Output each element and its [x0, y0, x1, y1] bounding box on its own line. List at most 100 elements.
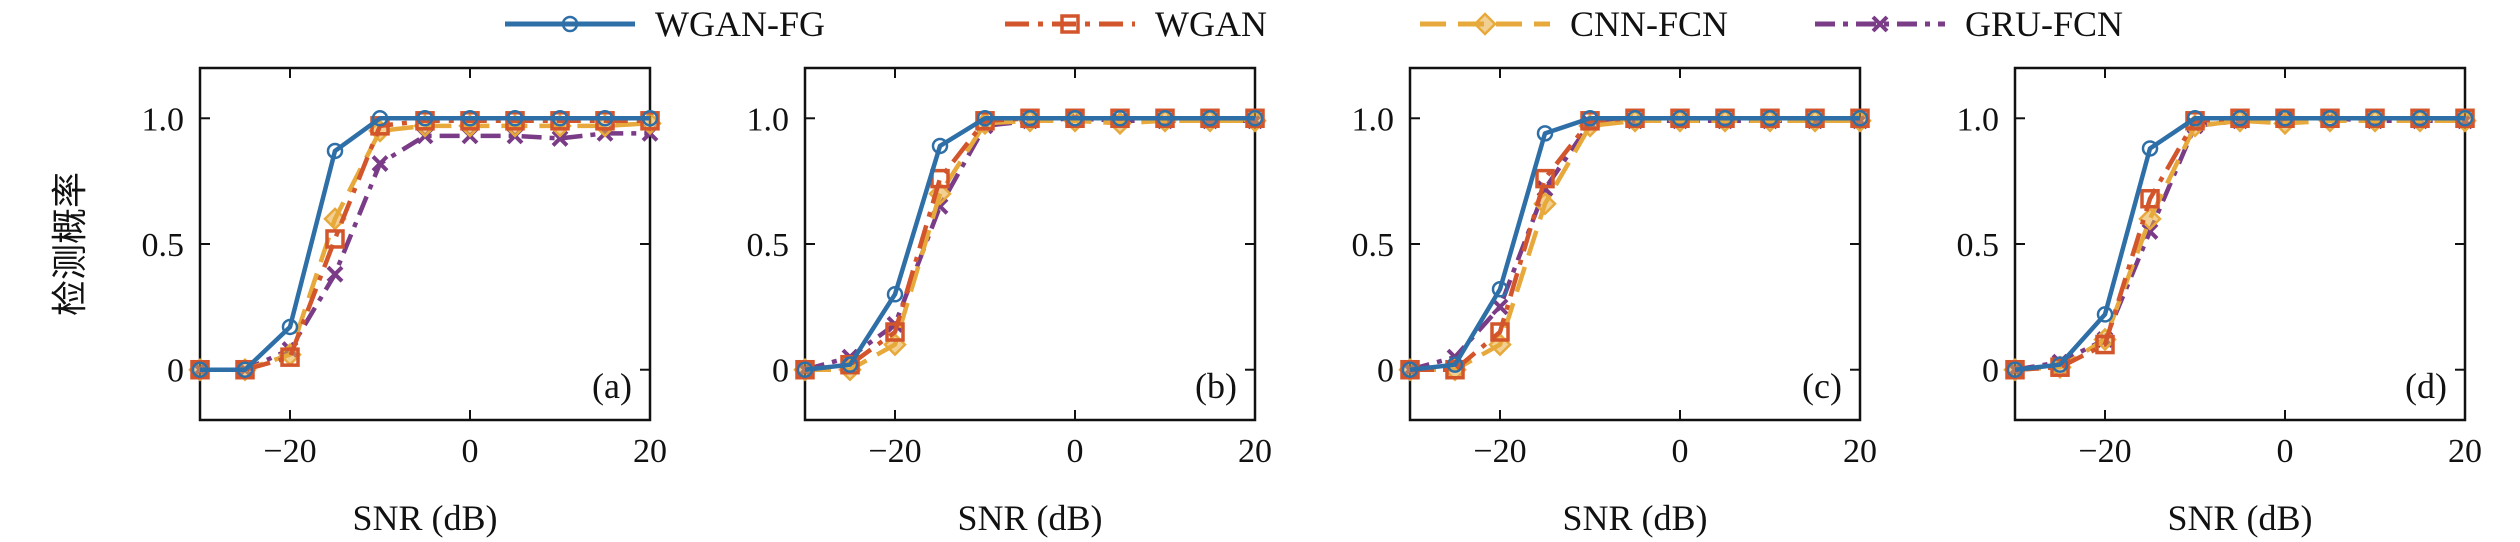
data-point — [505, 111, 525, 131]
data-point — [1066, 110, 1084, 127]
data-point — [1581, 110, 1599, 127]
data-point — [2138, 207, 2162, 231]
data-point — [2140, 188, 2160, 209]
series-line-gru-fcn — [1409, 118, 1860, 372]
y-tick-label: 0 — [167, 353, 184, 390]
panels: −20 0 20 0 0.5 1.0 (a) SNR (dB) 检测概率 −20 0 20 0 0.5 1.… — [50, 66, 2482, 538]
legend-label-wgan-fg: WGAN-FG — [655, 4, 825, 44]
series-line-cnn-fcn — [200, 121, 651, 372]
data-point — [1536, 125, 1554, 142]
data-point — [1491, 298, 1509, 316]
data-point — [325, 229, 345, 249]
chart-panel-a: −20 0 20 0 0.5 1.0 (a) SNR (dB) 检测概率 — [50, 66, 667, 538]
data-point — [371, 110, 389, 127]
series-line-gru-fcn — [804, 116, 1255, 372]
data-point — [1626, 110, 1644, 127]
x-tick-label: −20 — [2078, 433, 2131, 470]
x-tick-label: 20 — [633, 433, 667, 470]
legend-marker-wgan — [1060, 14, 1080, 34]
data-point — [280, 347, 300, 367]
series-cnn-fcn — [188, 111, 662, 382]
series-line-wgan-fg — [804, 116, 1255, 372]
data-point — [1246, 110, 1264, 127]
data-point — [841, 356, 859, 373]
legend-label-cnn-fcn: CNN-FCN — [1570, 4, 1728, 44]
legend-item-gru-fcn: GRU-FCN — [1815, 4, 2123, 44]
data-point — [506, 110, 524, 127]
series-gru-fcn — [191, 124, 659, 379]
panel-label: (d) — [2405, 366, 2447, 406]
data-point — [2276, 110, 2294, 127]
y-tick-label: 0.5 — [1957, 227, 2000, 264]
legend-item-wgan: WGAN — [1005, 4, 1267, 44]
x-tick-label: 0 — [2277, 433, 2294, 470]
series-line-gru-fcn — [2014, 116, 2465, 372]
series-gru-fcn — [2006, 109, 2474, 379]
data-point — [326, 142, 344, 160]
data-point — [640, 111, 660, 131]
series-wgan — [190, 111, 660, 380]
x-axis-label: SNR (dB) — [1562, 498, 1707, 538]
data-point — [281, 318, 299, 336]
panel-label: (c) — [1802, 366, 1842, 406]
y-tick-label: 1.0 — [747, 101, 790, 138]
data-point — [976, 110, 994, 127]
data-point — [2186, 110, 2204, 127]
data-point — [236, 361, 254, 378]
data-point — [461, 110, 479, 127]
data-point — [551, 110, 569, 127]
x-tick-label: 0 — [1672, 433, 1689, 470]
data-point — [416, 110, 434, 127]
y-tick-label: 0 — [1377, 353, 1394, 390]
data-point — [1806, 110, 1824, 127]
data-point — [596, 110, 614, 127]
data-point — [1491, 281, 1509, 298]
data-point — [2096, 306, 2114, 323]
series-wgan-fg — [191, 110, 659, 378]
series-line-cnn-fcn — [2014, 118, 2465, 372]
data-point — [551, 129, 569, 147]
data-point — [2231, 110, 2249, 127]
y-tick-label: 1.0 — [1957, 101, 2000, 138]
series-line-wgan — [200, 118, 650, 372]
y-tick-label: 0 — [772, 353, 789, 390]
data-point — [1716, 110, 1734, 127]
series-wgan-fg — [796, 110, 1264, 378]
x-axis-label: SNR (dB) — [2167, 498, 2312, 538]
data-point — [2321, 110, 2339, 127]
data-point — [886, 286, 904, 303]
series-wgan — [2005, 108, 2475, 380]
legend-item-cnn-fcn: CNN-FCN — [1420, 4, 1728, 44]
x-tick-label: −20 — [1473, 433, 1526, 470]
data-point — [1446, 356, 1464, 373]
data-point — [2456, 110, 2474, 127]
data-point — [415, 111, 435, 131]
series-wgan-fg — [2006, 110, 2474, 378]
data-point — [550, 111, 570, 131]
data-point — [1851, 110, 1869, 127]
data-point — [191, 361, 209, 378]
data-point — [595, 111, 615, 131]
data-point — [1156, 110, 1174, 127]
data-point — [2095, 334, 2115, 355]
y-tick-label: 0.5 — [747, 227, 790, 264]
data-point — [885, 322, 905, 342]
series-line-cnn-fcn — [1410, 118, 1860, 372]
data-point — [1111, 110, 1129, 127]
series-line-wgan — [1410, 116, 1860, 372]
series-line-wgan — [2014, 116, 2465, 372]
series-line-gru-fcn — [200, 131, 650, 372]
data-point — [460, 111, 480, 131]
data-point — [371, 155, 389, 172]
data-point — [2185, 111, 2205, 131]
data-point — [641, 110, 659, 127]
legend: WGAN-FG WGAN CNN-FCN GRU-FCN — [505, 4, 2123, 44]
data-point — [2006, 361, 2024, 378]
legend-label-wgan: WGAN — [1155, 4, 1267, 44]
data-point — [2366, 110, 2384, 127]
y-tick-label: 0.5 — [142, 227, 185, 264]
y-tick-label: 0 — [1982, 353, 1999, 390]
x-tick-label: 20 — [1238, 433, 1272, 470]
y-tick-label: 0.5 — [1352, 227, 1395, 264]
